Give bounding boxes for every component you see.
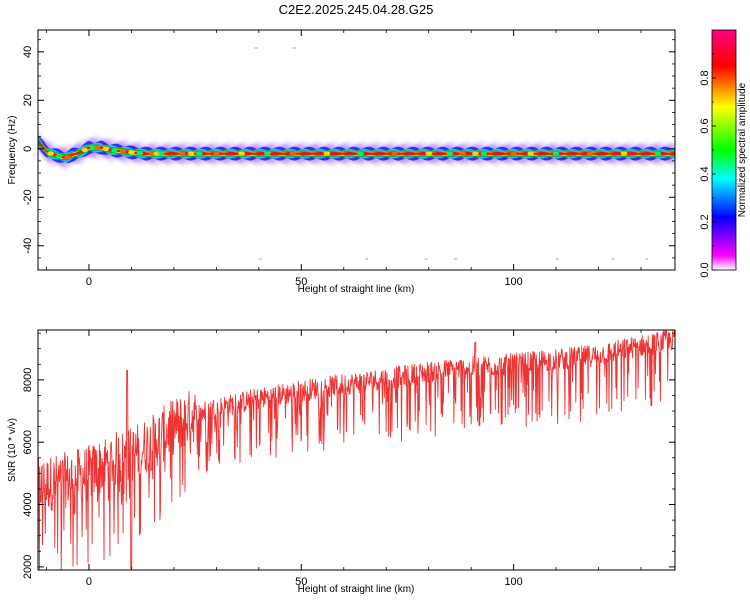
spectrogram-band-blue bbox=[38, 135, 675, 164]
spectrogram-x-tick-label: 50 bbox=[295, 276, 307, 288]
spectrogram-y-axis-label: Frequency (Hz) bbox=[7, 116, 18, 185]
spectrogram-spot bbox=[47, 151, 54, 156]
snr-x-tick-label: 50 bbox=[295, 576, 307, 588]
spectrogram-spot bbox=[425, 151, 432, 156]
spectrogram-faint-point bbox=[424, 257, 428, 260]
snr-line-layer bbox=[38, 330, 675, 570]
spectrogram-spot bbox=[158, 151, 165, 156]
snr-y-tick-label: 6000 bbox=[22, 430, 34, 454]
snr-y-tick-label: 8000 bbox=[22, 368, 34, 392]
spectrogram-faint-point bbox=[454, 257, 458, 260]
spectrogram-spot bbox=[654, 151, 662, 156]
spectrogram-spot bbox=[391, 151, 398, 156]
spectrogram-spot bbox=[323, 151, 330, 156]
spectrogram-spot bbox=[480, 151, 488, 156]
spectrogram-x-tick-label: 0 bbox=[86, 276, 92, 288]
snr-y-tick-label: 4000 bbox=[22, 492, 34, 516]
colorbar-label: Normalized spectral amplitude bbox=[737, 82, 748, 217]
colorbar-tick-label: 0.0 bbox=[699, 262, 711, 277]
spectrogram-spot bbox=[527, 151, 534, 156]
spectrogram-heat-layer bbox=[38, 47, 675, 260]
spectrogram-faint-point bbox=[645, 257, 649, 260]
spectrogram-panel: 0 50 100 -40 -20 0 20 40 Height of straight lin… bbox=[7, 29, 676, 295]
spectrogram-y-tick-label: -40 bbox=[22, 238, 34, 254]
spectrogram-spot bbox=[472, 151, 479, 156]
spectrogram-spot bbox=[238, 151, 245, 156]
spectrogram-spot bbox=[119, 149, 127, 154]
spectrogram-spot bbox=[187, 151, 195, 156]
spectrogram-faint-point bbox=[365, 257, 368, 260]
spectrogram-spot bbox=[264, 151, 271, 156]
colorbar-tick-label: 0.6 bbox=[699, 118, 711, 133]
spectrogram-spot bbox=[459, 151, 466, 156]
spectrogram-spot bbox=[136, 151, 144, 156]
spectrogram-spot bbox=[446, 151, 454, 156]
spectrogram-spot bbox=[128, 150, 135, 155]
spectrogram-spot bbox=[196, 151, 203, 156]
spectrogram-spot bbox=[64, 155, 71, 160]
snr-x-tick-label: 100 bbox=[504, 576, 522, 588]
spectrogram-spot bbox=[586, 151, 594, 156]
spectrogram-x-tick-label: 100 bbox=[504, 276, 522, 288]
colorbar-tick-label: 0.2 bbox=[699, 214, 711, 229]
spectrogram-y-tick-label: 20 bbox=[22, 94, 34, 106]
snr-axes: 0 50 100 2000 4000 6000 8000 bbox=[22, 330, 675, 588]
colorbar-tick-label: 0.4 bbox=[699, 166, 711, 181]
snr-y-tick-label: 2000 bbox=[22, 555, 34, 579]
spectrogram-faint-point bbox=[258, 257, 262, 260]
spectrogram-spot bbox=[94, 145, 101, 150]
snr-x-tick-label: 0 bbox=[86, 576, 92, 588]
spectrogram-spot bbox=[552, 151, 560, 156]
spectrogram-spot bbox=[56, 153, 63, 159]
spectrogram-spot bbox=[213, 151, 220, 156]
spectrogram-y-tick-label: 0 bbox=[22, 146, 34, 152]
spectrogram-spot bbox=[179, 151, 186, 156]
spectrogram-spot bbox=[510, 151, 517, 156]
spectrogram-x-axis-label: Height of straight line (km) bbox=[298, 284, 415, 295]
spectrogram-faint-point bbox=[611, 257, 615, 260]
spectrogram-frame bbox=[37, 29, 676, 271]
spectrogram-spot bbox=[81, 147, 88, 153]
colorbar-gradient bbox=[711, 29, 737, 271]
spectrogram-y-tick-label: -20 bbox=[22, 189, 34, 205]
spectrogram-y-tick-label: 40 bbox=[22, 46, 34, 58]
colorbar: 0.0 0.2 0.4 0.6 0.8 Normalized spectral ampl… bbox=[699, 29, 748, 278]
snr-panel: 0 50 100 2000 4000 6000 8000 Height of straigh… bbox=[7, 329, 676, 595]
figure-title: C2E2.2025.245.04.28.G25 bbox=[279, 2, 434, 17]
colorbar-ticks: 0.0 0.2 0.4 0.6 0.8 bbox=[699, 53, 716, 278]
spectrogram-spot bbox=[289, 151, 296, 156]
snr-y-axis-label: SNR (10 * v/v) bbox=[7, 418, 18, 482]
spectrogram-spot bbox=[102, 146, 110, 151]
colorbar-tick-label: 0.8 bbox=[699, 70, 711, 85]
spectrogram-spot bbox=[111, 148, 118, 153]
snr-series-line bbox=[38, 330, 675, 570]
spectrogram-spot bbox=[620, 151, 628, 156]
snr-x-axis-label: Height of straight line (km) bbox=[298, 584, 415, 595]
spectrogram-faint-point bbox=[556, 257, 560, 260]
spectrogram-contour-upper bbox=[38, 138, 675, 156]
snr-frame bbox=[37, 329, 676, 571]
spectrogram-faint-point bbox=[292, 47, 296, 49]
spectrogram-spot bbox=[357, 151, 364, 156]
spectrogram-faint-point bbox=[254, 47, 258, 49]
spectrogram-axes: 0 50 100 -40 -20 0 20 40 bbox=[22, 30, 675, 288]
spectrogram-contour-lower bbox=[38, 143, 675, 161]
